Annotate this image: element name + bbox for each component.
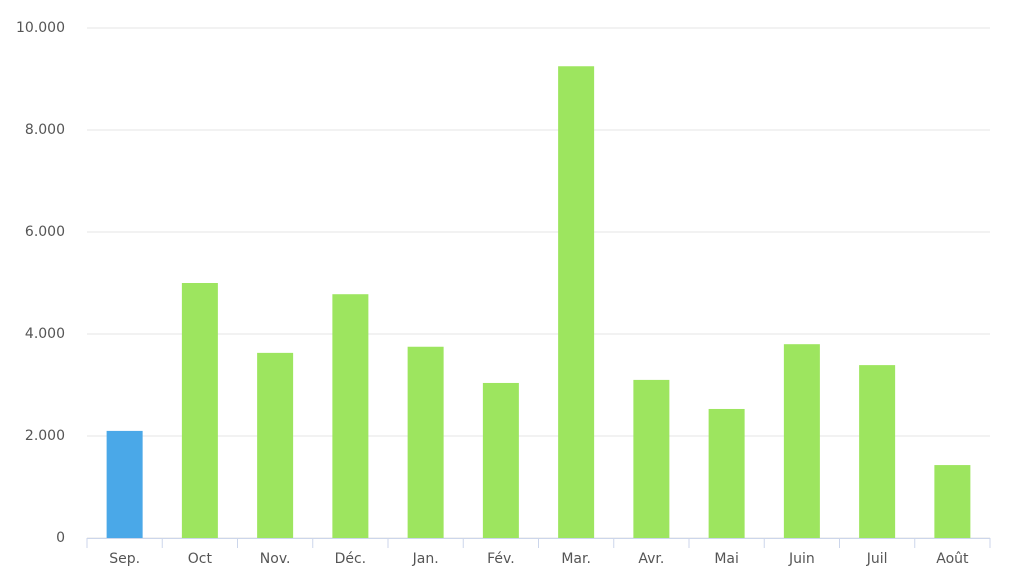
- x-tick-label: Juin: [788, 551, 815, 567]
- x-tick-label: Juil: [866, 551, 888, 567]
- y-tick-label: 0: [56, 530, 65, 546]
- y-tick-label: 2.000: [25, 428, 65, 444]
- x-tick-label: Avr.: [638, 551, 664, 567]
- bar: [181, 283, 218, 538]
- x-tick-label: Mai: [714, 551, 739, 567]
- bar: [934, 465, 971, 538]
- x-tick-label: Mar.: [561, 551, 591, 567]
- bar: [708, 408, 745, 538]
- y-tick-label: 10.000: [16, 20, 65, 36]
- bar: [407, 346, 444, 538]
- bar: [332, 294, 369, 538]
- x-tick-label: Sep.: [109, 551, 140, 567]
- x-tick-label: Août: [936, 551, 969, 567]
- y-tick-label: 6.000: [25, 224, 65, 240]
- x-tick-label: Fév.: [487, 551, 515, 567]
- bar: [859, 365, 896, 538]
- bar: [783, 344, 820, 538]
- y-tick-label: 4.000: [25, 326, 65, 342]
- y-tick-label: 8.000: [25, 122, 65, 138]
- bar: [257, 352, 294, 538]
- x-tick-label: Déc.: [335, 551, 367, 567]
- x-tick-label: Jan.: [412, 551, 439, 567]
- bar: [633, 379, 670, 538]
- bar: [482, 382, 519, 538]
- x-tick-label: Nov.: [260, 551, 291, 567]
- x-tick-label: Oct: [188, 551, 213, 567]
- bar: [106, 430, 143, 538]
- bar: [558, 66, 595, 538]
